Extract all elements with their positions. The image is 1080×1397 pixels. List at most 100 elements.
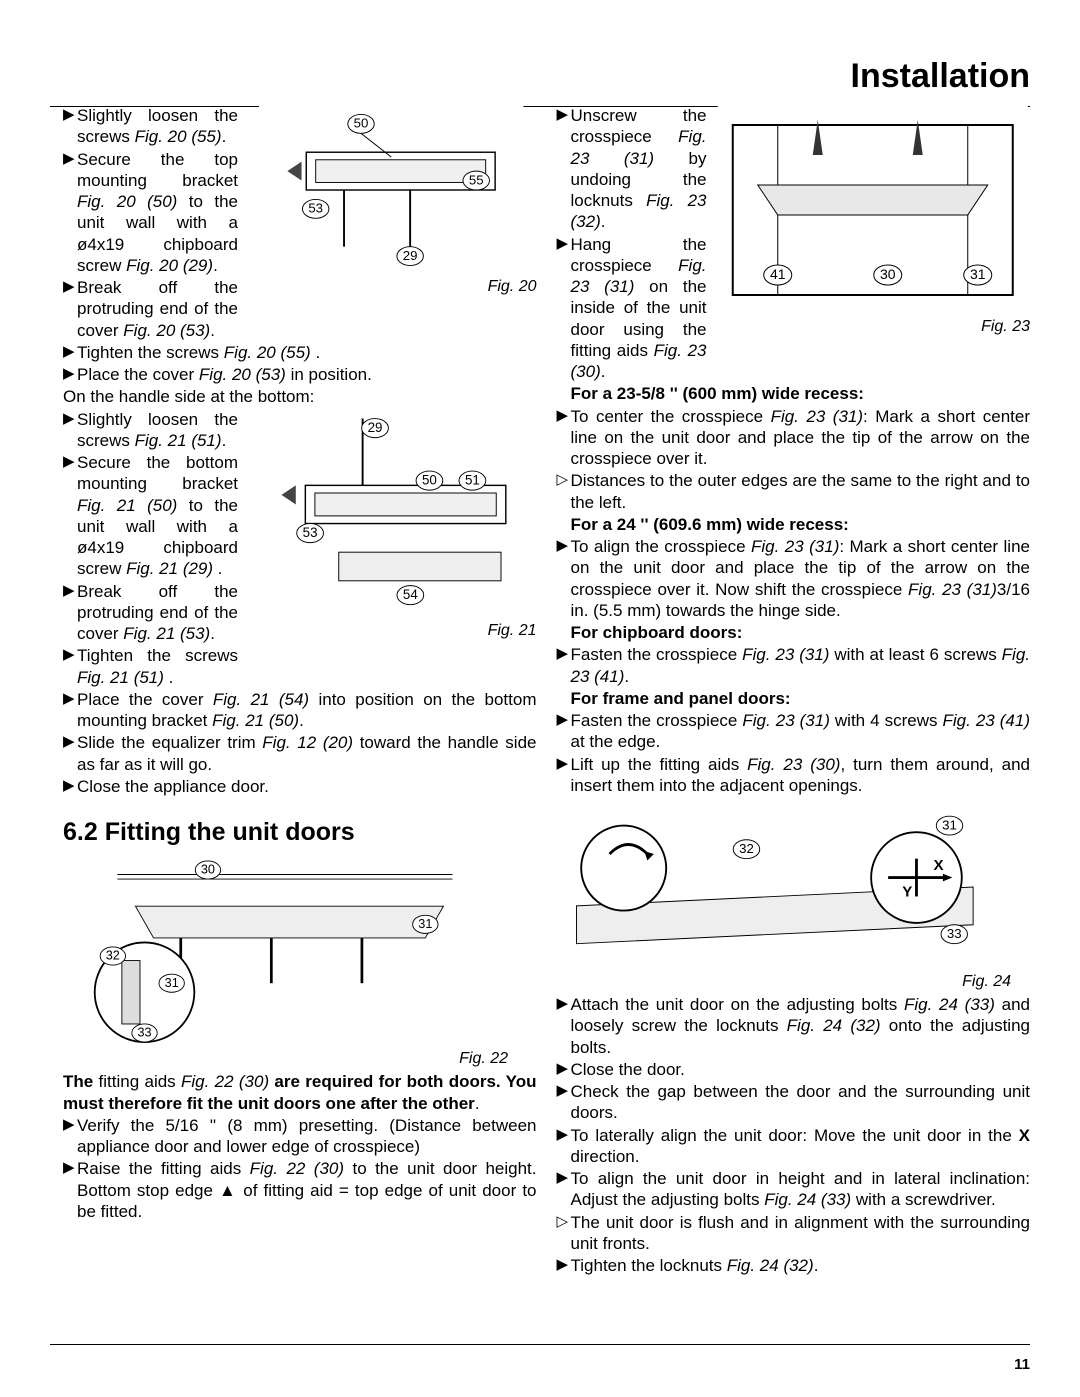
- svg-text:55: 55: [469, 172, 484, 187]
- result-icon: ▷: [557, 1212, 571, 1255]
- marker-icon: ▶: [557, 994, 571, 1058]
- list-item: ▶ Tighten the screws Fig. 20 (55) .: [63, 342, 537, 363]
- item-text: To align the unit door in height and in …: [571, 1168, 1031, 1211]
- list-item: ▶ Check the gap between the door and the…: [557, 1081, 1031, 1124]
- svg-text:51: 51: [465, 472, 480, 487]
- text-col-2: ▶ Slightly loosen the screws Fig. 21 (51…: [63, 409, 238, 689]
- list-item: ▶ Tighten the screws Fig. 21 (51) .: [63, 645, 238, 688]
- item-text: Secure the top mounting bracket Fig. 20 …: [77, 149, 238, 277]
- item-text: Break off the protruding end of the cove…: [77, 277, 238, 341]
- item-text: Break off the protruding end of the cove…: [77, 581, 238, 645]
- list-item: ▶ Tighten the locknuts Fig. 24 (32).: [557, 1255, 1031, 1276]
- figure-col: 29 50 51 53 54 Fig. 21: [246, 409, 537, 689]
- page-number: 11: [1014, 1356, 1030, 1375]
- fig22-caption: Fig. 22: [91, 1049, 508, 1069]
- marker-icon: ▶: [557, 536, 571, 621]
- item-text: Tighten the locknuts Fig. 24 (32).: [571, 1255, 1031, 1276]
- svg-text:X: X: [933, 857, 943, 874]
- svg-text:53: 53: [308, 201, 323, 216]
- list-item: ▶ Place the cover Fig. 20 (53) in positi…: [63, 364, 537, 385]
- fig23-caption: Fig. 23: [715, 317, 1031, 337]
- item-text: Close the appliance door.: [77, 776, 537, 797]
- svg-text:30: 30: [879, 266, 895, 282]
- list-item: ▶ Attach the unit door on the adjusting …: [557, 994, 1031, 1058]
- item-text: Verify the 5/16 '' (8 mm) presetting. (D…: [77, 1115, 537, 1158]
- item-text: Slide the equalizer trim Fig. 12 (20) to…: [77, 732, 537, 775]
- list-item: ▶ Break off the protruding end of the co…: [63, 277, 238, 341]
- list-item: ▶ To align the unit door in height and i…: [557, 1168, 1031, 1211]
- figure-col: 41 30 31 Fig. 23: [715, 105, 1031, 383]
- item-text: Slightly loosen the screws Fig. 21 (51).: [77, 409, 238, 452]
- item-text: Raise the fitting aids Fig. 22 (30) to t…: [77, 1158, 537, 1222]
- marker-icon: ▶: [63, 452, 77, 580]
- marker-icon: ▶: [63, 149, 77, 277]
- list-item: ▶ Lift up the fitting aids Fig. 23 (30),…: [557, 754, 1031, 797]
- svg-text:50: 50: [422, 472, 437, 487]
- marker-icon: ▶: [63, 732, 77, 775]
- fig20-image: 50 55 53 29: [246, 105, 537, 275]
- item-text: Distances to the outer edges are the sam…: [571, 470, 1031, 513]
- page: Installation ▶ Slightly loosen the screw…: [0, 0, 1080, 1397]
- right-column: ▶ Unscrew the crosspiece Fig. 23 (31) by…: [557, 105, 1031, 1277]
- page-header: Installation: [851, 55, 1030, 98]
- list-item: ▶ Slide the equalizer trim Fig. 12 (20) …: [63, 732, 537, 775]
- marker-icon: ▶: [557, 234, 571, 383]
- svg-text:31: 31: [942, 817, 957, 832]
- list-item: ▶ Unscrew the crosspiece Fig. 23 (31) by…: [557, 105, 707, 233]
- item-text: The unit door is flush and in alignment …: [571, 1212, 1031, 1255]
- item-text: Slightly loosen the screws Fig. 20 (55).: [77, 105, 238, 148]
- svg-text:32: 32: [739, 841, 754, 856]
- marker-icon: ▶: [63, 689, 77, 732]
- svg-text:30: 30: [201, 863, 215, 877]
- text-col-r1: ▶ Unscrew the crosspiece Fig. 23 (31) by…: [557, 105, 707, 383]
- marker-icon: ▶: [557, 105, 571, 233]
- list-item: ▶ Close the door.: [557, 1059, 1031, 1080]
- svg-text:32: 32: [106, 949, 120, 963]
- section-6-2: 6.2 Fitting the unit doors: [63, 817, 537, 848]
- marker-icon: ▶: [557, 1081, 571, 1124]
- marker-icon: ▶: [63, 645, 77, 688]
- item-text: To center the crosspiece Fig. 23 (31): M…: [571, 406, 1031, 470]
- fig22-wrap: 30 31 32 31 33 Fig. 22: [63, 854, 537, 1069]
- item-text: To align the crosspiece Fig. 23 (31): Ma…: [571, 536, 1031, 621]
- marker-icon: ▶: [557, 644, 571, 687]
- content: ▶ Slightly loosen the screws Fig. 20 (55…: [63, 105, 1030, 1277]
- marker-icon: ▶: [63, 581, 77, 645]
- marker-icon: ▶: [63, 364, 77, 385]
- marker-icon: ▶: [557, 1125, 571, 1168]
- marker-icon: ▶: [557, 710, 571, 753]
- left-column: ▶ Slightly loosen the screws Fig. 20 (55…: [63, 105, 537, 1277]
- marker-icon: ▶: [63, 409, 77, 452]
- marker-icon: ▶: [63, 277, 77, 341]
- marker-icon: ▶: [557, 1059, 571, 1080]
- item-text: Place the cover Fig. 20 (53) in position…: [77, 364, 537, 385]
- marker-icon: ▶: [557, 1168, 571, 1211]
- marker-icon: ▶: [63, 776, 77, 797]
- marker-icon: ▶: [63, 1115, 77, 1158]
- svg-text:29: 29: [403, 248, 418, 263]
- marker-icon: ▶: [63, 105, 77, 148]
- list-item: ▶ Fasten the crosspiece Fig. 23 (31) wit…: [557, 644, 1031, 687]
- list-item: ▶ Hang the crosspiece Fig. 23 (31) on th…: [557, 234, 707, 383]
- marker-icon: ▶: [557, 406, 571, 470]
- item-text: Unscrew the crosspiece Fig. 23 (31) by u…: [571, 105, 707, 233]
- marker-icon: ▶: [557, 1255, 571, 1276]
- list-item: ▶ Break off the protruding end of the co…: [63, 581, 238, 645]
- list-item: ▶ Secure the top mounting bracket Fig. 2…: [63, 149, 238, 277]
- svg-text:50: 50: [354, 116, 369, 131]
- fig22-image: 30 31 32 31 33: [63, 854, 480, 1049]
- svg-text:33: 33: [137, 1026, 151, 1040]
- list-item: ▶ Secure the bottom mounting bracket Fig…: [63, 452, 238, 580]
- list-item: ▷ Distances to the outer edges are the s…: [557, 470, 1031, 513]
- item-text: Tighten the screws Fig. 21 (51) .: [77, 645, 238, 688]
- item-text: Hang the crosspiece Fig. 23 (31) on the …: [571, 234, 707, 383]
- item-text: Place the cover Fig. 21 (54) into positi…: [77, 689, 537, 732]
- svg-text:53: 53: [303, 524, 318, 539]
- list-item: ▶ Slightly loosen the screws Fig. 20 (55…: [63, 105, 238, 148]
- item-text: Lift up the fitting aids Fig. 23 (30), t…: [571, 754, 1031, 797]
- list-item: ▶ Close the appliance door.: [63, 776, 537, 797]
- subhead: For a 24 '' (609.6 mm) wide recess:: [557, 514, 1031, 535]
- item-text: Fasten the crosspiece Fig. 23 (31) with …: [571, 710, 1031, 753]
- svg-text:41: 41: [769, 266, 785, 282]
- list-item: ▶ To align the crosspiece Fig. 23 (31): …: [557, 536, 1031, 621]
